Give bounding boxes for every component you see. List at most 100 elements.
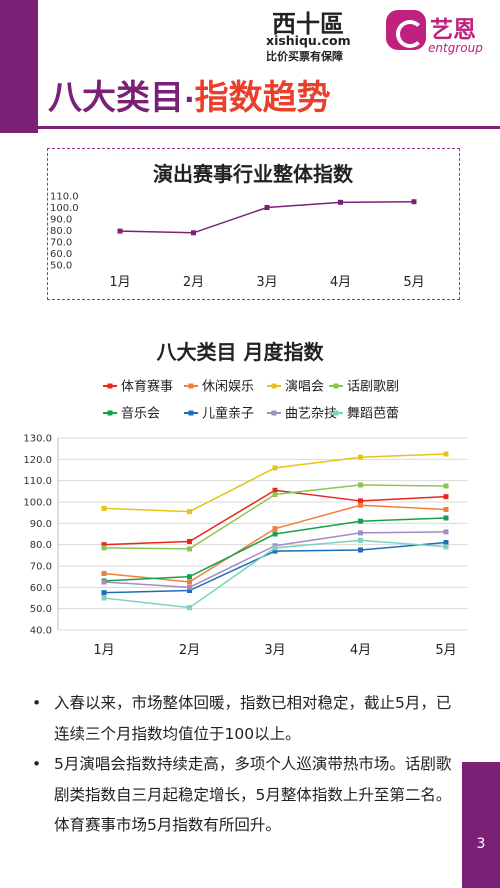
y-tick-label: 70.0: [50, 238, 72, 249]
chart-title: 八大类目 月度指数: [157, 340, 325, 364]
legend-label: 话剧歌剧: [347, 380, 399, 395]
data-point: [443, 529, 449, 535]
category-index-chart: 八大类目 月度指数 130.0 120.0 110.0 100.0 90.0 80.0 70.…: [0, 330, 500, 669]
data-point: [101, 545, 107, 551]
category-index-svg: 八大类目 月度指数 130.0 120.0 110.0 100.0 90.0 80.0 70.…: [23, 340, 468, 658]
x-tick-label: 1月: [109, 275, 130, 290]
legend-label: 曲艺杂技: [285, 407, 337, 422]
entgroup-brand-cn: 艺恩: [430, 17, 476, 43]
legend-label: 体育赛事: [121, 379, 173, 395]
data-point: [187, 584, 192, 590]
data-point: [358, 530, 363, 536]
y-tick-label: 60.0: [50, 249, 72, 260]
data-point: [443, 506, 449, 512]
data-point: [358, 454, 363, 460]
title-part2: 指数趋势: [194, 78, 331, 118]
y-tick-label: 120.0: [23, 455, 52, 466]
data-point: [272, 548, 278, 554]
data-point: [187, 579, 192, 585]
data-point: [358, 498, 363, 504]
data-point: [358, 502, 363, 508]
data-point: [358, 518, 363, 524]
x-tick-label: 3月: [256, 275, 277, 290]
y-tick-label: 60.0: [30, 583, 52, 594]
data-point: [187, 509, 192, 515]
data-point: [358, 547, 363, 553]
legend-marker: [107, 410, 113, 416]
overall-index-svg: 演出赛事行业整体指数 110.0100.090.080.070.060.050.0…: [50, 162, 425, 290]
legend-label: 休闲娱乐: [202, 380, 254, 395]
data-point: [101, 505, 107, 511]
y-tick-label: 80.0: [30, 540, 52, 551]
x-tick-label: 5月: [435, 643, 456, 658]
data-point: [101, 570, 107, 576]
data-point: [443, 544, 449, 550]
y-tick-label: 100.0: [50, 203, 79, 214]
legend-marker: [333, 410, 339, 416]
data-point: [443, 540, 449, 546]
y-tick-label: 110.0: [23, 476, 52, 487]
entgroup-brand-en: entgroup: [428, 41, 483, 55]
data-point: [101, 579, 107, 585]
data-point: [443, 451, 449, 457]
title-part1: 八大类目: [48, 78, 184, 118]
series-line: [103, 453, 447, 513]
x-tick-label: 4月: [330, 275, 351, 290]
data-point: [411, 199, 417, 205]
y-tick-label: 80.0: [50, 226, 72, 237]
data-point: [443, 515, 449, 521]
data-point: [338, 199, 343, 205]
data-point: [358, 537, 363, 543]
data-point: [272, 487, 278, 493]
data-point: [358, 482, 363, 488]
overall-index-chart: 演出赛事行业整体指数 110.0 100.0 90.0 80.0 70.0 60.0 50.0…: [47, 148, 460, 300]
title-underline: [38, 126, 500, 129]
left-accent-bar: [0, 0, 38, 133]
chart-title: 演出赛事行业整体指数: [153, 162, 354, 186]
y-tick-label: 100.0: [23, 498, 52, 509]
x-tick-label: 2月: [183, 275, 204, 290]
data-point: [187, 588, 192, 594]
data-point: [191, 230, 196, 236]
data-point: [443, 494, 449, 500]
x-tick-label: 5月: [403, 275, 424, 290]
x-tick-label: 3月: [264, 643, 285, 658]
y-tick-label: 90.0: [50, 215, 72, 226]
entgroup-logo-icon: [386, 10, 426, 50]
summary-bullets: 入春以来，市场整体回暖，指数已相对稳定，截止5月，已连续三个月指数均值位于100…: [32, 688, 462, 841]
series-line: [103, 489, 447, 546]
legend-marker: [271, 410, 277, 416]
data-point: [272, 492, 278, 498]
legend-label: 儿童亲子: [202, 406, 254, 422]
data-point: [272, 545, 278, 551]
x-tick-label: 2月: [179, 643, 200, 658]
y-tick-label: 50.0: [50, 261, 72, 272]
data-point: [272, 531, 278, 537]
legend-marker: [271, 383, 277, 389]
bullet-item: 入春以来，市场整体回暖，指数已相对稳定，截止5月，已连续三个月指数均值位于100…: [32, 688, 462, 749]
page-number: 3: [476, 836, 486, 852]
title-separator: ·: [184, 83, 195, 116]
page-title: 八大类目·指数趋势: [48, 76, 331, 122]
legend-label: 音乐会: [121, 406, 160, 422]
data-point: [443, 483, 449, 489]
y-tick-label: 50.0: [30, 604, 52, 615]
x-tick-label: 1月: [93, 643, 114, 658]
xishiqu-slogan: 比价买票有保障: [266, 50, 343, 63]
xishiqu-logo: 西十區: [272, 9, 344, 38]
y-tick-label: 90.0: [30, 519, 52, 530]
y-tick-label: 110.0: [50, 192, 79, 203]
data-point: [117, 228, 123, 234]
legend-marker: [188, 383, 194, 389]
xishiqu-domain: xishiqu.com: [266, 33, 351, 48]
y-tick-label: 70.0: [30, 562, 52, 573]
data-point: [264, 205, 270, 210]
x-tick-label: 4月: [350, 643, 371, 658]
data-point: [101, 542, 107, 548]
y-tick-label: 130.0: [23, 434, 52, 445]
data-point: [272, 526, 278, 532]
data-point: [187, 538, 192, 544]
page-number-bar: 3: [462, 762, 500, 888]
header-logos: 西十區 xishiqu.com 比价买票有保障 艺恩 entgroup: [262, 4, 490, 66]
legend-marker: [188, 410, 194, 416]
